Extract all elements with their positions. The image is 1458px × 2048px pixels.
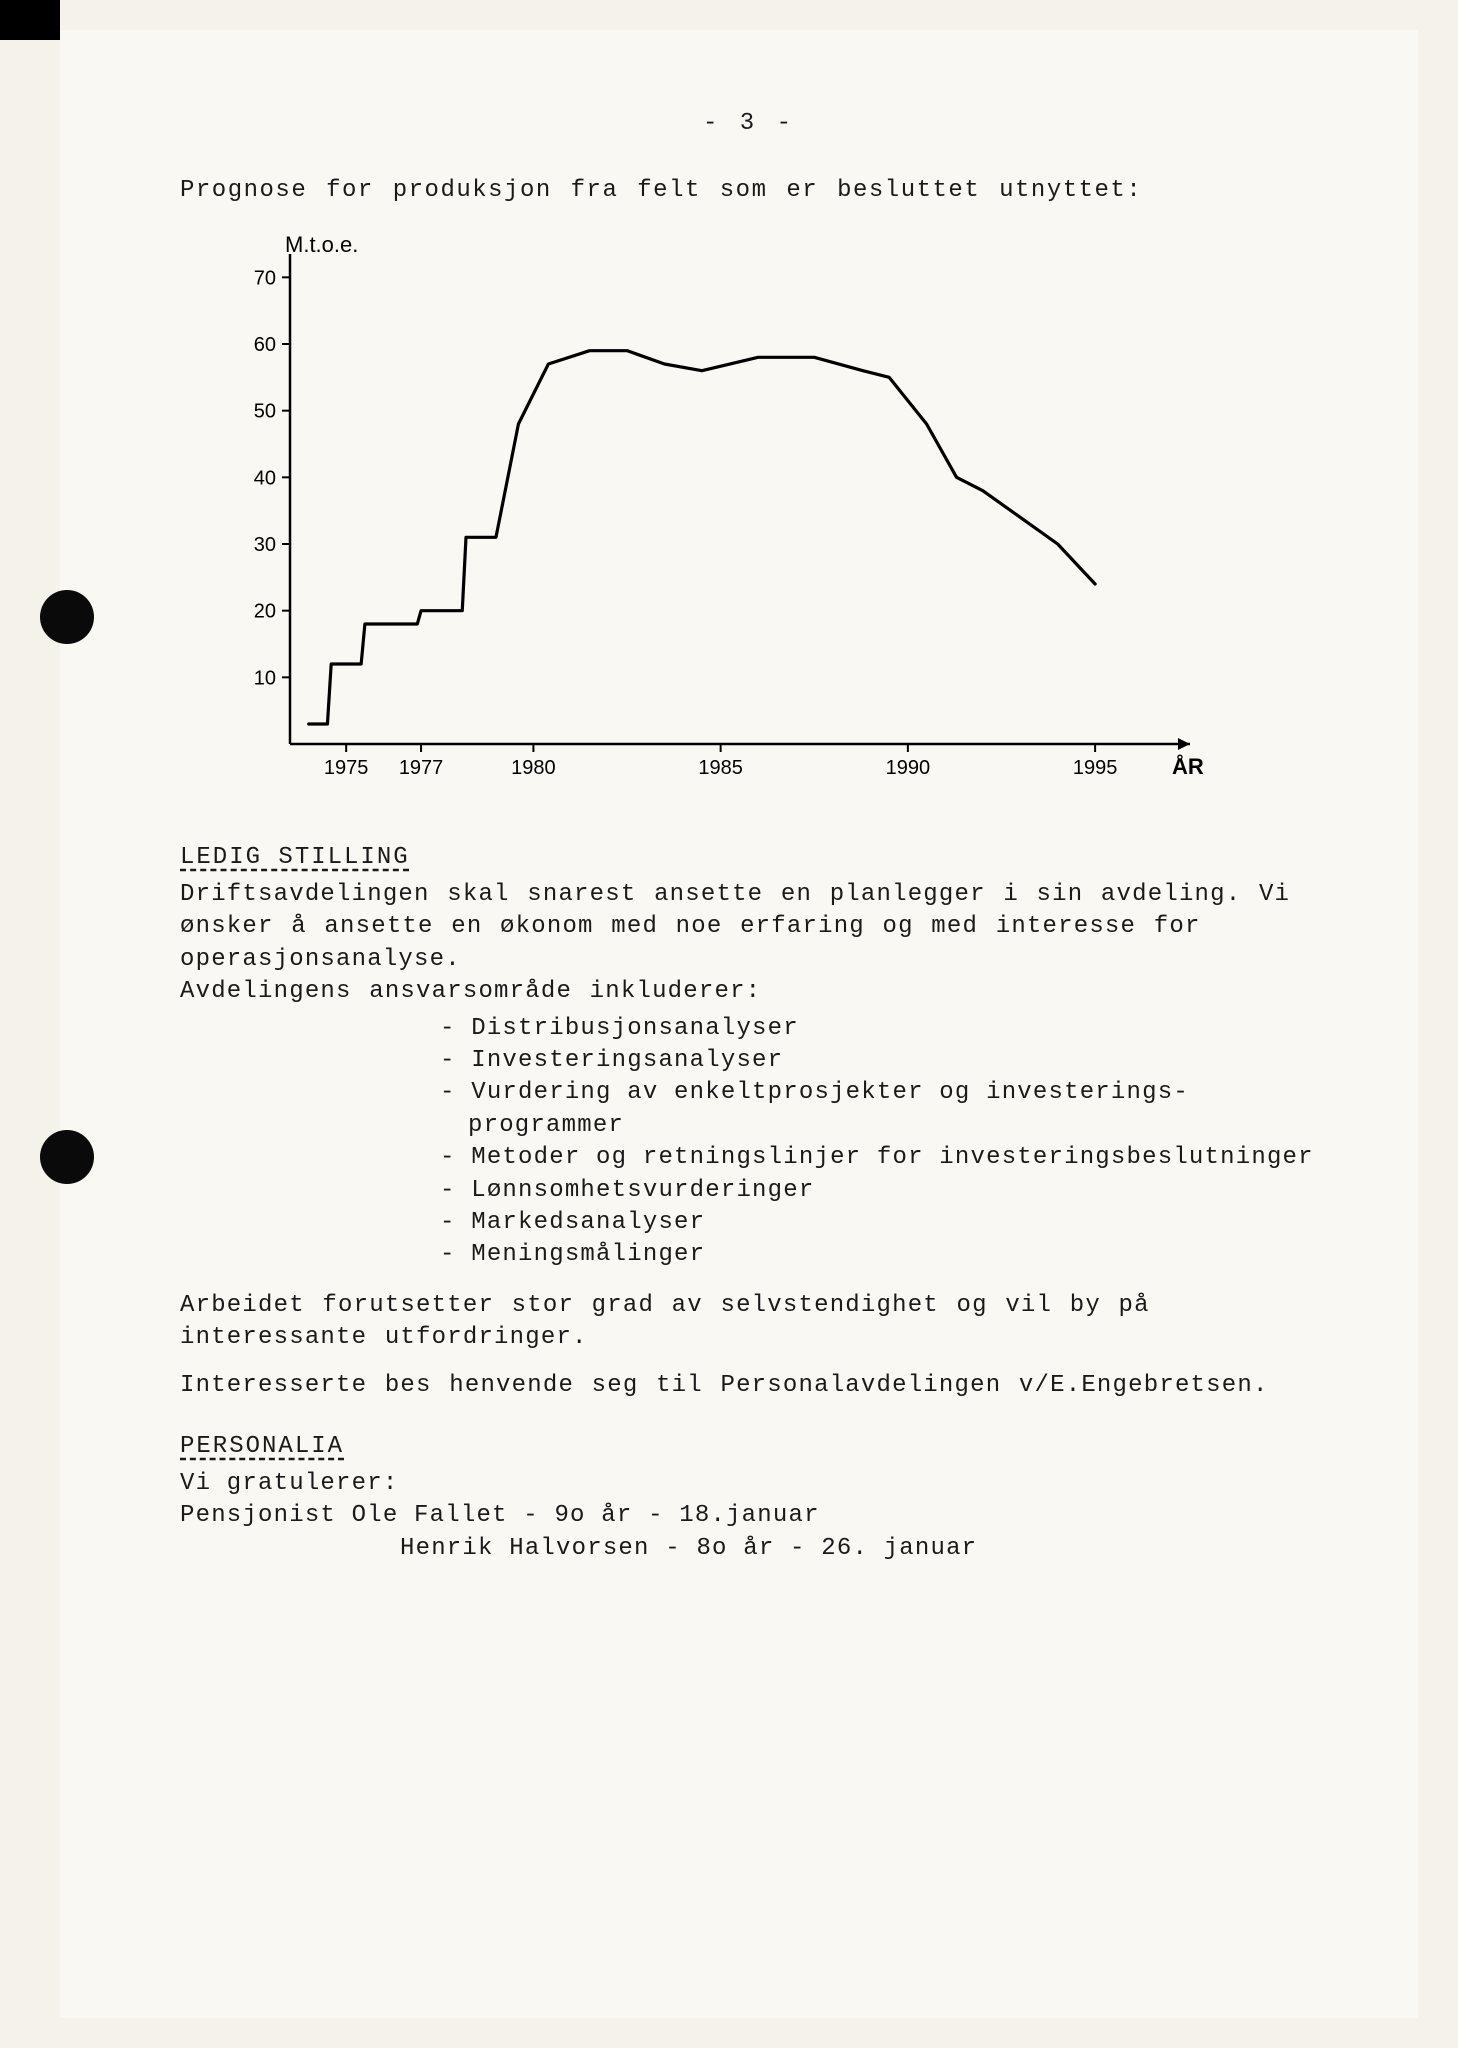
svg-text:ÅR: ÅR [1172,753,1204,779]
page-number: - 3 - [180,110,1318,137]
intro-text: Prognose for produksjon fra felt som er … [180,177,1318,204]
para-avdelingens: Avdelingens ansvarsområde inkluderer: [180,976,1318,1008]
document-page: - 3 - Prognose for produksjon fra felt s… [60,30,1418,2018]
personalia-line-halvorsen: Henrik Halvorsen - 8o år - 26. januar [400,1533,1318,1565]
list-item: Meningsmålinger [440,1239,1318,1271]
svg-text:1995: 1995 [1073,757,1118,779]
svg-text:60: 60 [254,334,276,356]
scan-edge [0,0,60,40]
svg-text:70: 70 [254,267,276,289]
svg-text:20: 20 [254,601,276,623]
chart-svg: 10 20 30 40 50 60 70 1975 1977 1980 1985 1990 1995 M.… [220,234,1220,794]
personalia-line-gratulerer: Vi gratulerer: [180,1468,1318,1500]
list-item: Metoder og retningslinjer for investerin… [440,1142,1318,1174]
svg-text:1985: 1985 [698,757,743,779]
responsibility-list: DistribusjonsanalyserInvesteringsanalyse… [440,1013,1318,1272]
list-item: Distribusjonsanalyser [440,1013,1318,1045]
svg-text:1975: 1975 [324,757,369,779]
svg-text:10: 10 [254,667,276,689]
para-interesserte: Interesserte bes henvende seg til Person… [180,1370,1318,1402]
svg-text:50: 50 [254,401,276,423]
svg-text:1980: 1980 [511,757,556,779]
list-item: Vurdering av enkeltprosjekter og investe… [440,1077,1318,1142]
svg-text:1977: 1977 [399,757,444,779]
heading-personalia: PERSONALIA [180,1433,1318,1460]
production-chart: 10 20 30 40 50 60 70 1975 1977 1980 1985 1990 1995 M.… [220,234,1220,794]
svg-text:30: 30 [254,534,276,556]
list-item: Lønnsomhetsvurderinger [440,1175,1318,1207]
punch-hole-icon [40,1130,94,1184]
punch-hole-icon [40,590,94,644]
heading-ledig-stilling: LEDIG STILLING [180,844,1318,871]
personalia-line-fallet: Pensjonist Ole Fallet - 9o år - 18.janua… [180,1500,1318,1532]
svg-text:1990: 1990 [886,757,931,779]
svg-text:40: 40 [254,467,276,489]
list-item: Markedsanalyser [440,1207,1318,1239]
svg-text:M.t.o.e.: M.t.o.e. [285,234,358,257]
list-item: Investeringsanalyser [440,1045,1318,1077]
para-arbeidet: Arbeidet forutsetter stor grad av selvst… [180,1290,1318,1355]
para-driftsavdelingen: Driftsavdelingen skal snarest ansette en… [180,879,1318,976]
